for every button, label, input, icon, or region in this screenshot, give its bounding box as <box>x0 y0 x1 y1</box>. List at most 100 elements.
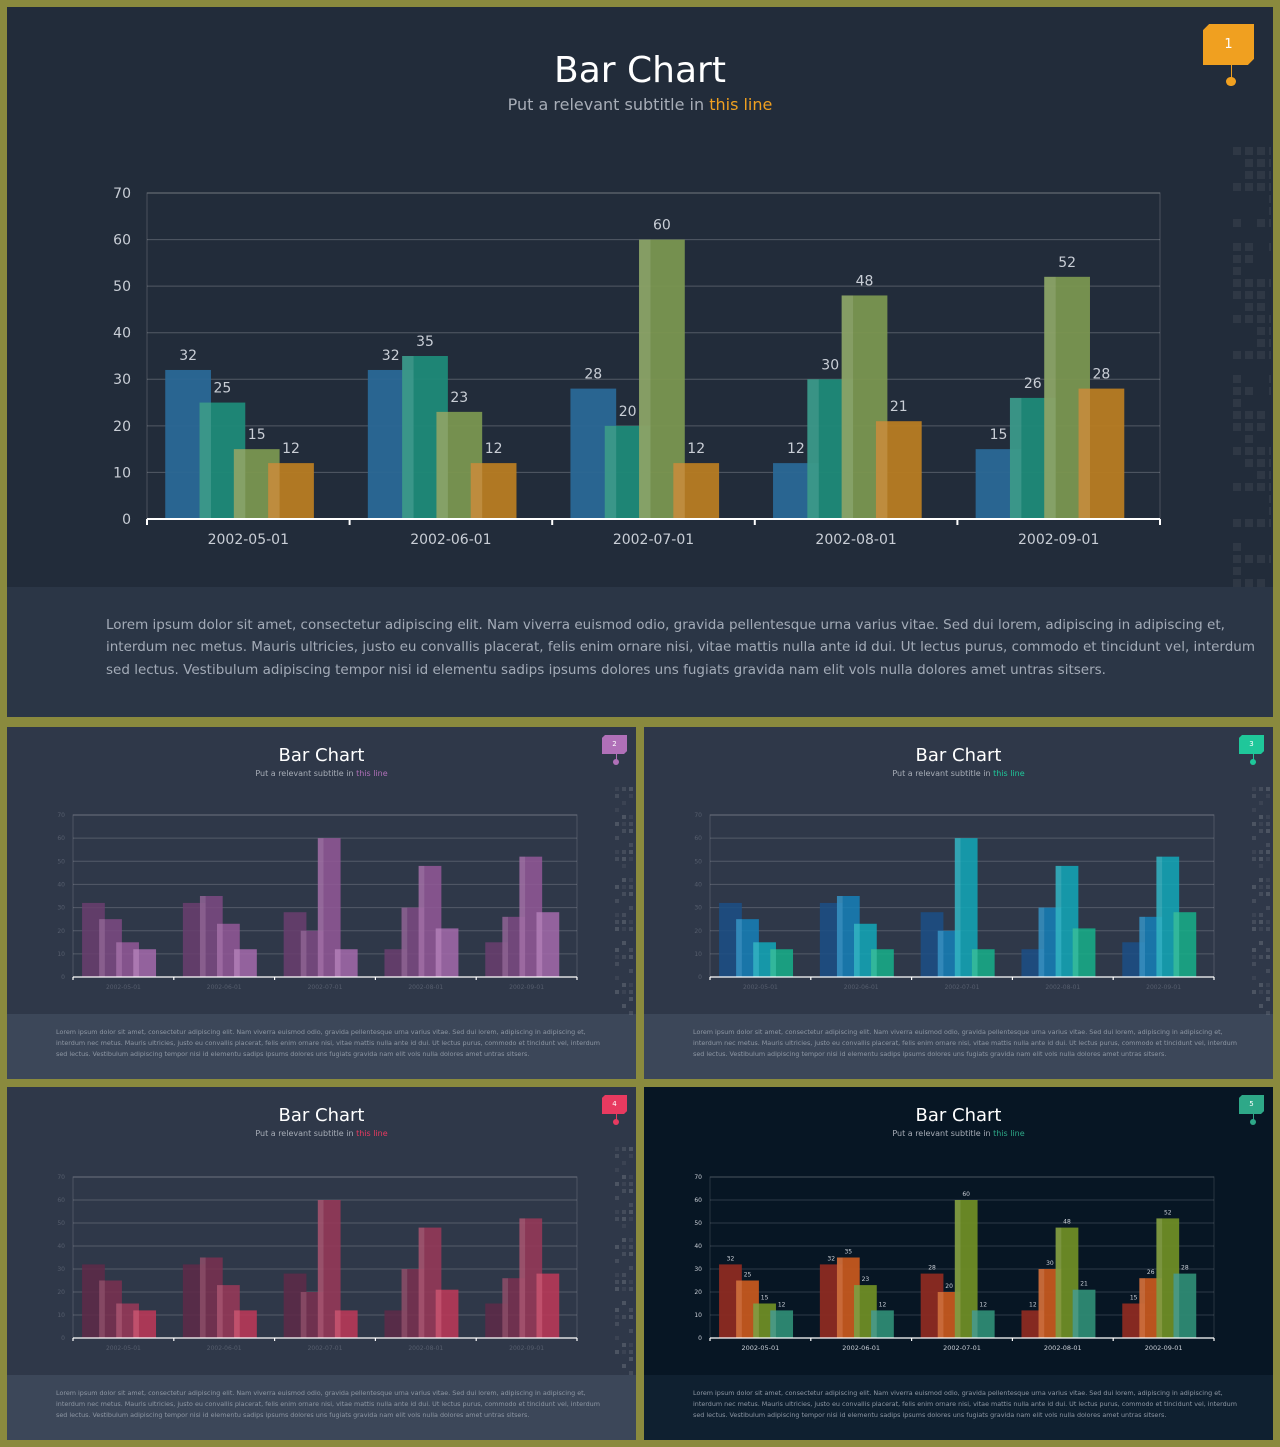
data-label: 12 <box>1029 1301 1037 1308</box>
bar-overlap-highlight <box>954 838 961 977</box>
data-label: 48 <box>856 273 874 289</box>
subtitle-text: Put a relevant subtitle in <box>255 1129 357 1138</box>
subtitle-highlight: this line <box>993 769 1025 778</box>
subtitle-highlight: this line <box>993 1129 1025 1138</box>
paragraph-line: interdum nec metus. Mauris ultricies, ju… <box>693 1400 1237 1408</box>
bar-overlap-highlight <box>133 1310 139 1338</box>
bar-overlap-highlight <box>99 919 105 977</box>
text-band <box>7 1014 636 1079</box>
bar-overlap-highlight <box>502 1278 509 1338</box>
bar-overlap-highlight <box>1078 388 1090 519</box>
text-band <box>644 1375 1273 1440</box>
y-tick-label: 50 <box>113 279 131 295</box>
bar-overlap-highlight <box>233 449 246 519</box>
bar <box>1021 1310 1045 1338</box>
bar-overlap-highlight <box>871 949 877 977</box>
y-tick-label: 50 <box>57 1220 65 1227</box>
bar-overlap-highlight <box>418 865 425 977</box>
slide-subtitle: Put a relevant subtitle in this line <box>7 1129 636 1139</box>
bar <box>1038 907 1062 977</box>
x-tick-label: 2002-06-01 <box>410 532 491 548</box>
y-tick-label: 40 <box>694 1243 702 1250</box>
x-tick-label: 2002-07-01 <box>308 984 343 991</box>
data-label: 12 <box>787 441 805 457</box>
bar-overlap-highlight <box>116 1303 122 1338</box>
bar-overlap-highlight <box>401 1269 408 1338</box>
slide-number-badge: 2 <box>602 735 627 754</box>
data-label: 32 <box>179 348 197 364</box>
x-tick-label: 2002-06-01 <box>207 1345 242 1352</box>
y-tick-label: 20 <box>113 419 131 435</box>
x-tick-label: 2002-05-01 <box>106 984 141 991</box>
x-tick-label: 2002-09-01 <box>1146 984 1181 991</box>
data-label: 25 <box>744 1272 752 1279</box>
bar <box>418 1227 442 1338</box>
badge-connector <box>615 1114 617 1122</box>
bar <box>1078 388 1125 519</box>
slide-subtitle: Put a relevant subtitle in this line <box>7 95 1273 116</box>
data-label: 28 <box>928 1265 936 1272</box>
bar <box>418 865 442 977</box>
bar-overlap-highlight <box>519 856 526 977</box>
data-label: 15 <box>761 1295 769 1302</box>
bar-overlap-highlight <box>300 930 307 977</box>
data-label: 28 <box>584 367 602 383</box>
y-tick-label: 60 <box>694 835 702 842</box>
paragraph-line: sed lectus. Vestibulum adipiscing tempor… <box>56 1411 530 1419</box>
bar-overlap-highlight <box>401 907 408 977</box>
badge-dot <box>612 758 619 765</box>
data-label: 32 <box>827 1255 835 1262</box>
bar-overlap-highlight <box>1038 907 1045 977</box>
bar <box>384 1310 408 1338</box>
y-tick-label: 0 <box>61 974 65 981</box>
subtitle-text: Put a relevant subtitle in <box>892 769 994 778</box>
bar-overlap-highlight <box>841 295 854 519</box>
x-tick-label: 2002-05-01 <box>743 984 778 991</box>
slide-number-badge: 5 <box>1239 1095 1264 1114</box>
data-label: 21 <box>890 399 908 415</box>
x-tick-label: 2002-08-01 <box>815 532 896 548</box>
data-label: 15 <box>1130 1295 1138 1302</box>
bar-overlap-highlight <box>1072 1289 1079 1338</box>
bar-overlap-highlight <box>133 949 139 977</box>
bar <box>317 1200 341 1338</box>
bar <box>1055 865 1079 977</box>
bar <box>770 1310 794 1338</box>
y-tick-label: 50 <box>694 858 702 865</box>
badge-dot <box>1249 1118 1256 1125</box>
badge-dot <box>1249 758 1256 765</box>
data-label: 52 <box>1164 1209 1172 1216</box>
bar <box>819 1264 843 1338</box>
slide-number-badge: 4 <box>602 1095 627 1114</box>
badge-connector <box>1252 1114 1254 1122</box>
bar-overlap-highlight <box>753 1303 759 1338</box>
data-label: 12 <box>979 1301 987 1308</box>
bar-overlap-highlight <box>854 923 860 977</box>
bar-overlap-highlight <box>1173 1273 1180 1338</box>
y-tick-label: 70 <box>113 186 131 202</box>
y-tick-label: 30 <box>694 905 702 912</box>
slide-number-badge: 3 <box>1239 735 1264 754</box>
data-label: 60 <box>962 1191 970 1198</box>
bar <box>971 949 995 977</box>
x-tick-label: 2002-08-01 <box>408 1345 443 1352</box>
bar <box>317 838 341 977</box>
y-tick-label: 30 <box>57 1266 65 1273</box>
bar-overlap-highlight <box>807 379 819 519</box>
bar-overlap-highlight <box>639 239 651 520</box>
paragraph-line: Lorem ipsum dolor sit amet, consectetur … <box>693 1028 1223 1036</box>
bar <box>971 1310 995 1338</box>
bar <box>1055 1227 1079 1338</box>
x-tick-label: 2002-07-01 <box>943 1344 981 1352</box>
bar <box>1072 928 1096 977</box>
bar-chart: 0 10 20 30 40 50 60 70 2002-05-01 2002-06-01 2002-… <box>57 812 578 991</box>
paragraph-line: Lorem ipsum dolor sit amet, consectetur … <box>106 617 1225 633</box>
badge-dot <box>612 1118 619 1125</box>
bar <box>536 1273 560 1338</box>
slide-subtitle: Put a relevant subtitle in this line <box>7 769 636 779</box>
bar <box>736 1280 759 1338</box>
data-label: 25 <box>213 381 231 397</box>
slide-2: Bar Chart Put a relevant subtitle in this… <box>7 727 636 1079</box>
bar-overlap-highlight <box>673 463 685 519</box>
bar <box>283 1273 307 1338</box>
